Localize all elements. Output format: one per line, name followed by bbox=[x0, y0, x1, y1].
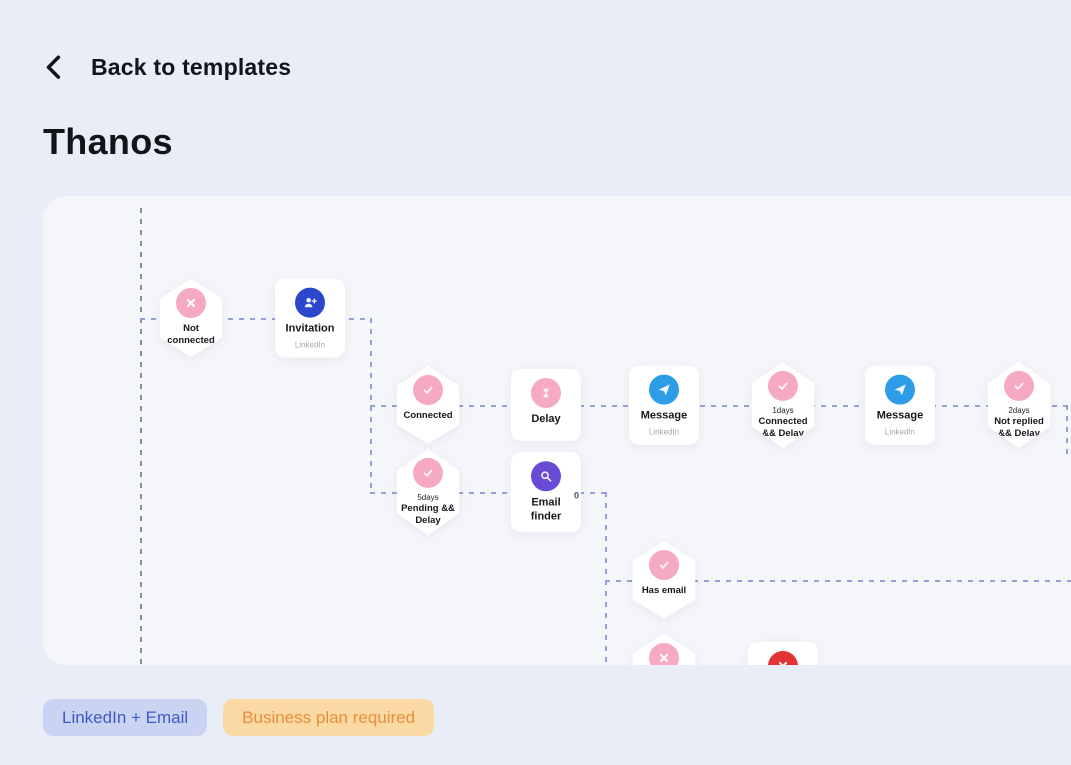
send-icon bbox=[649, 374, 679, 405]
node-title: Message bbox=[640, 409, 688, 422]
node-title: Not replied && Delay bbox=[994, 416, 1044, 440]
node-condition-days: 1days bbox=[772, 405, 794, 415]
footer-badges: LinkedIn + Email Business plan required bbox=[43, 699, 435, 736]
node-subtitle: LinkedIn bbox=[648, 427, 680, 437]
flow-connector bbox=[370, 405, 1066, 407]
flow-canvas: Not connected Invitation LinkedIn Connected… bbox=[43, 196, 1071, 665]
node-subtitle: LinkedIn bbox=[884, 427, 916, 437]
flow-node-not-replied-and-delay[interactable]: 2days Not replied && Delay bbox=[985, 361, 1053, 449]
node-condition-days: 5days bbox=[417, 492, 439, 502]
x-icon bbox=[649, 643, 679, 665]
flow-node-invitation[interactable]: Invitation LinkedIn bbox=[275, 278, 345, 358]
node-title: Not connected bbox=[167, 323, 215, 346]
flow-node-email-finder[interactable]: Email finder 0 bbox=[511, 452, 581, 532]
check-icon bbox=[768, 370, 798, 401]
check-icon bbox=[1004, 370, 1034, 401]
flow-node-stop[interactable] bbox=[748, 642, 818, 665]
back-button[interactable]: Back to templates bbox=[43, 54, 291, 81]
node-title: Message bbox=[876, 409, 924, 422]
flow-node-connected-and-delay[interactable]: 1days Connected && Delay bbox=[749, 361, 817, 449]
flow-node-has-email[interactable]: Has email bbox=[630, 541, 698, 619]
node-subtitle: LinkedIn bbox=[294, 340, 326, 350]
flow-connector bbox=[1066, 405, 1068, 458]
flow-node-no-email[interactable] bbox=[630, 634, 698, 665]
page-title: Thanos bbox=[43, 121, 173, 162]
node-title: Delay bbox=[531, 413, 561, 425]
chevron-left-icon[interactable] bbox=[43, 55, 65, 81]
flow-node-message-1[interactable]: Message LinkedIn bbox=[629, 365, 699, 445]
node-condition-days: 2days bbox=[1008, 405, 1030, 415]
flow-node-pending-and-delay[interactable]: 5days Pending && Delay bbox=[394, 448, 462, 536]
flow-node-connected[interactable]: Connected bbox=[394, 366, 462, 444]
flow-connector bbox=[140, 208, 142, 665]
send-icon bbox=[885, 374, 915, 405]
back-label[interactable]: Back to templates bbox=[91, 54, 292, 80]
node-title: Email finder bbox=[530, 496, 562, 522]
plan-required-badge: Business plan required bbox=[223, 699, 435, 736]
person-plus-icon bbox=[295, 287, 325, 318]
flow-node-not-connected[interactable]: Not connected bbox=[157, 279, 225, 357]
search-icon bbox=[531, 461, 561, 492]
flow-connector bbox=[370, 318, 372, 492]
node-title: Pending && Delay bbox=[401, 503, 455, 527]
x-icon bbox=[176, 288, 206, 318]
flow-node-delay[interactable]: Delay bbox=[511, 369, 581, 441]
hourglass-icon bbox=[531, 378, 561, 408]
node-title: Invitation bbox=[285, 322, 335, 335]
x-icon bbox=[768, 651, 798, 665]
channel-badge: LinkedIn + Email bbox=[43, 699, 208, 736]
node-title: Connected && Delay bbox=[758, 416, 808, 440]
check-icon bbox=[649, 550, 679, 580]
check-icon bbox=[413, 375, 443, 405]
node-title: Connected bbox=[403, 410, 453, 421]
node-count-badge: 0 bbox=[573, 490, 579, 500]
node-title: Has email bbox=[641, 585, 687, 596]
check-icon bbox=[413, 457, 443, 488]
flow-node-message-2[interactable]: Message LinkedIn bbox=[865, 365, 935, 445]
flow-connector bbox=[605, 492, 607, 665]
